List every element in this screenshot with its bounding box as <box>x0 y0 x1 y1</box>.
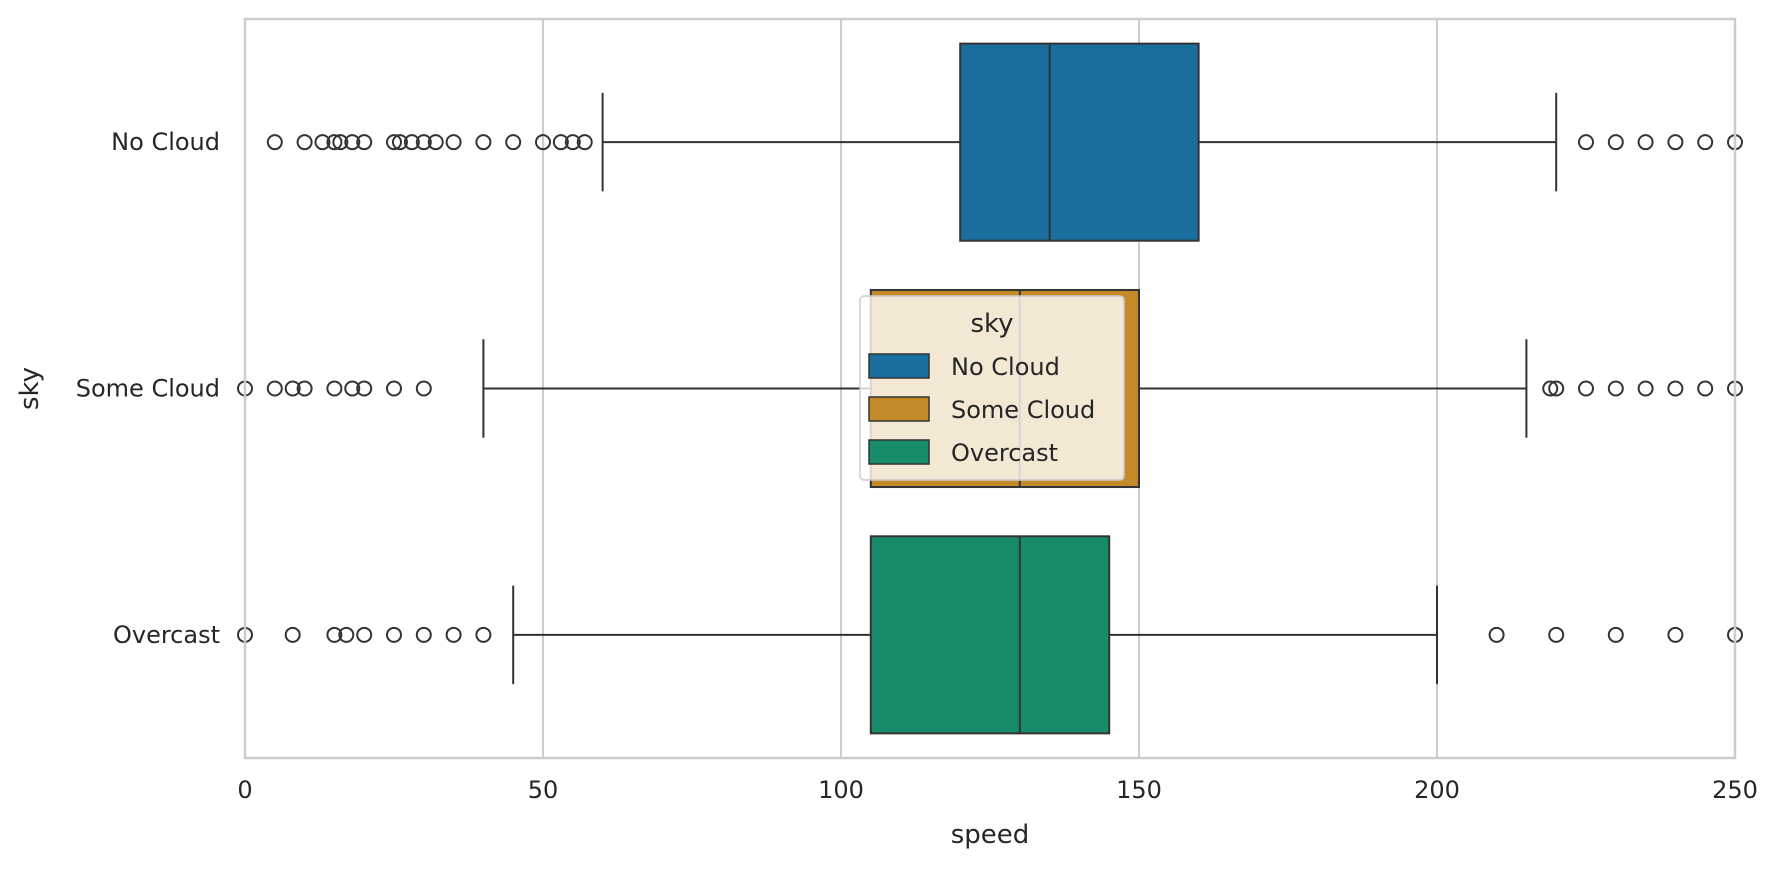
outlier-point <box>332 134 349 151</box>
outlier-point <box>326 134 343 151</box>
outlier-point <box>445 134 462 151</box>
outlier-point <box>284 626 301 643</box>
outlier-point <box>356 626 373 643</box>
outlier-point <box>326 626 343 643</box>
outlier-point <box>564 134 581 151</box>
legend-title: sky <box>970 309 1013 339</box>
legend-entries: No Cloud Some Cloud Overcast <box>868 353 1095 467</box>
outlier-point <box>415 134 432 151</box>
box-group <box>266 42 1743 242</box>
legend-swatch <box>868 439 930 465</box>
box-group <box>237 535 1743 735</box>
outlier-point <box>296 134 313 151</box>
outlier-point <box>266 134 283 151</box>
x-axis-label: speed <box>951 820 1030 850</box>
y-tick-label: Some Cloud <box>76 375 220 403</box>
legend-label: Overcast <box>951 439 1058 467</box>
legend-swatch <box>868 353 930 379</box>
x-tick-label: 250 <box>1712 776 1758 804</box>
outlier-point <box>1607 626 1624 643</box>
outlier-point <box>415 626 432 643</box>
outlier-point <box>1637 380 1654 397</box>
outlier-point <box>576 134 593 151</box>
outlier-point <box>475 134 492 151</box>
outlier-point <box>326 380 343 397</box>
x-tick-label: 50 <box>528 776 559 804</box>
y-tick-label: Overcast <box>113 621 220 649</box>
legend: sky No Cloud Some Cloud Overcast <box>859 295 1125 481</box>
outlier-point <box>1697 380 1714 397</box>
outlier-point <box>535 134 551 151</box>
box <box>959 42 1200 242</box>
outlier-point <box>1667 380 1684 397</box>
outlier-point <box>1637 134 1654 151</box>
outlier-point <box>338 626 355 643</box>
outlier-point <box>386 626 402 643</box>
outlier-point <box>475 626 492 643</box>
outlier-point <box>445 626 462 643</box>
outlier-point <box>391 134 408 151</box>
x-tick-label: 100 <box>818 776 864 804</box>
outlier-point <box>1578 380 1594 397</box>
outlier-point <box>1578 134 1594 151</box>
legend-swatch <box>868 396 930 422</box>
outlier-point <box>356 134 373 151</box>
box <box>869 535 1111 735</box>
x-tick-label: 0 <box>237 776 252 804</box>
legend-frame <box>859 295 1125 481</box>
outlier-point <box>552 134 569 151</box>
plot-area-frame <box>243 17 1737 760</box>
outlier-point <box>427 134 444 151</box>
outlier-point <box>1548 626 1565 643</box>
outlier-point <box>266 380 283 397</box>
outlier-point <box>1667 626 1684 643</box>
outlier-point <box>344 380 361 397</box>
legend-label: No Cloud <box>951 353 1060 381</box>
tick-labels: 0 50 100 150 200 250 No Cloud Some Cloud Overcas… <box>76 128 1758 804</box>
outlier-point <box>403 134 420 151</box>
legend-label: Some Cloud <box>951 396 1095 424</box>
outlier-point <box>1607 134 1624 151</box>
outlier-point <box>314 134 331 151</box>
x-tick-label: 200 <box>1414 776 1460 804</box>
outlier-point <box>1542 380 1559 397</box>
outlier-point <box>356 380 373 397</box>
outlier-point <box>284 380 301 397</box>
outlier-point <box>386 380 402 397</box>
outlier-point <box>415 380 432 397</box>
y-tick-label: No Cloud <box>111 128 220 156</box>
outlier-point <box>505 134 522 151</box>
outlier-point <box>1697 134 1714 151</box>
outlier-point <box>296 380 313 397</box>
outlier-point <box>1607 380 1624 397</box>
outlier-point <box>386 134 402 151</box>
outlier-point <box>344 134 361 151</box>
y-axis-label: sky <box>15 367 45 410</box>
x-tick-label: 150 <box>1116 776 1162 804</box>
outlier-point <box>1548 380 1565 397</box>
outlier-point <box>1667 134 1684 151</box>
outlier-point <box>1488 626 1505 643</box>
